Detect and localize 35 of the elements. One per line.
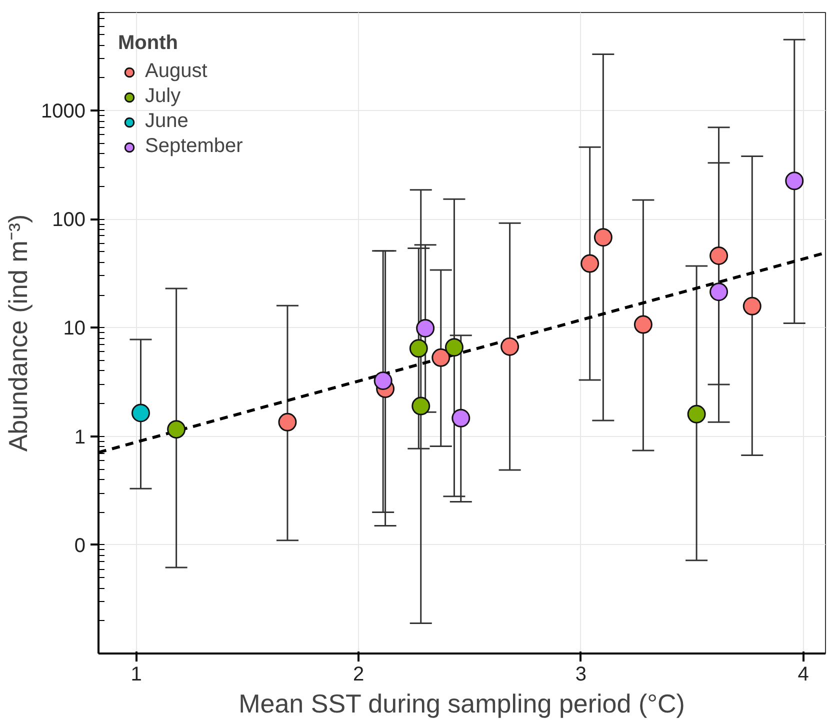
x-tick-label: 3 — [575, 664, 587, 686]
x-tick-label: 4 — [798, 664, 809, 686]
point — [416, 318, 435, 338]
point — [432, 348, 450, 367]
point — [374, 372, 392, 390]
point — [580, 254, 600, 273]
point — [444, 338, 464, 357]
y-tick-label: 1000 — [41, 100, 86, 123]
point — [710, 282, 728, 302]
legend-label: June — [145, 110, 188, 133]
point — [500, 337, 520, 356]
y-tick-label: 100 — [52, 209, 86, 232]
y-tick-label: 10 — [63, 318, 86, 340]
legend-label: August — [145, 60, 208, 83]
legend-label: September — [145, 135, 243, 158]
y-tick-label: 1 — [74, 426, 86, 448]
y-axis-title: Abundance (ind m⁻³) — [3, 214, 34, 452]
x-tick-label: 2 — [353, 664, 364, 686]
x-axis-title: Mean SST during sampling period (°C) — [238, 688, 685, 718]
legend-label: July — [145, 85, 181, 108]
point — [278, 412, 297, 432]
point — [409, 339, 428, 358]
point — [412, 396, 430, 416]
point — [594, 228, 612, 247]
point — [167, 420, 186, 439]
point — [452, 408, 470, 428]
point — [634, 315, 652, 334]
x-tick-label: 1 — [130, 664, 142, 686]
point — [742, 296, 762, 316]
legend-title: Month — [118, 32, 179, 55]
point — [710, 246, 728, 266]
y-tick-label: 0 — [74, 534, 86, 557]
point — [131, 404, 150, 422]
point — [687, 404, 706, 424]
point — [785, 172, 804, 190]
